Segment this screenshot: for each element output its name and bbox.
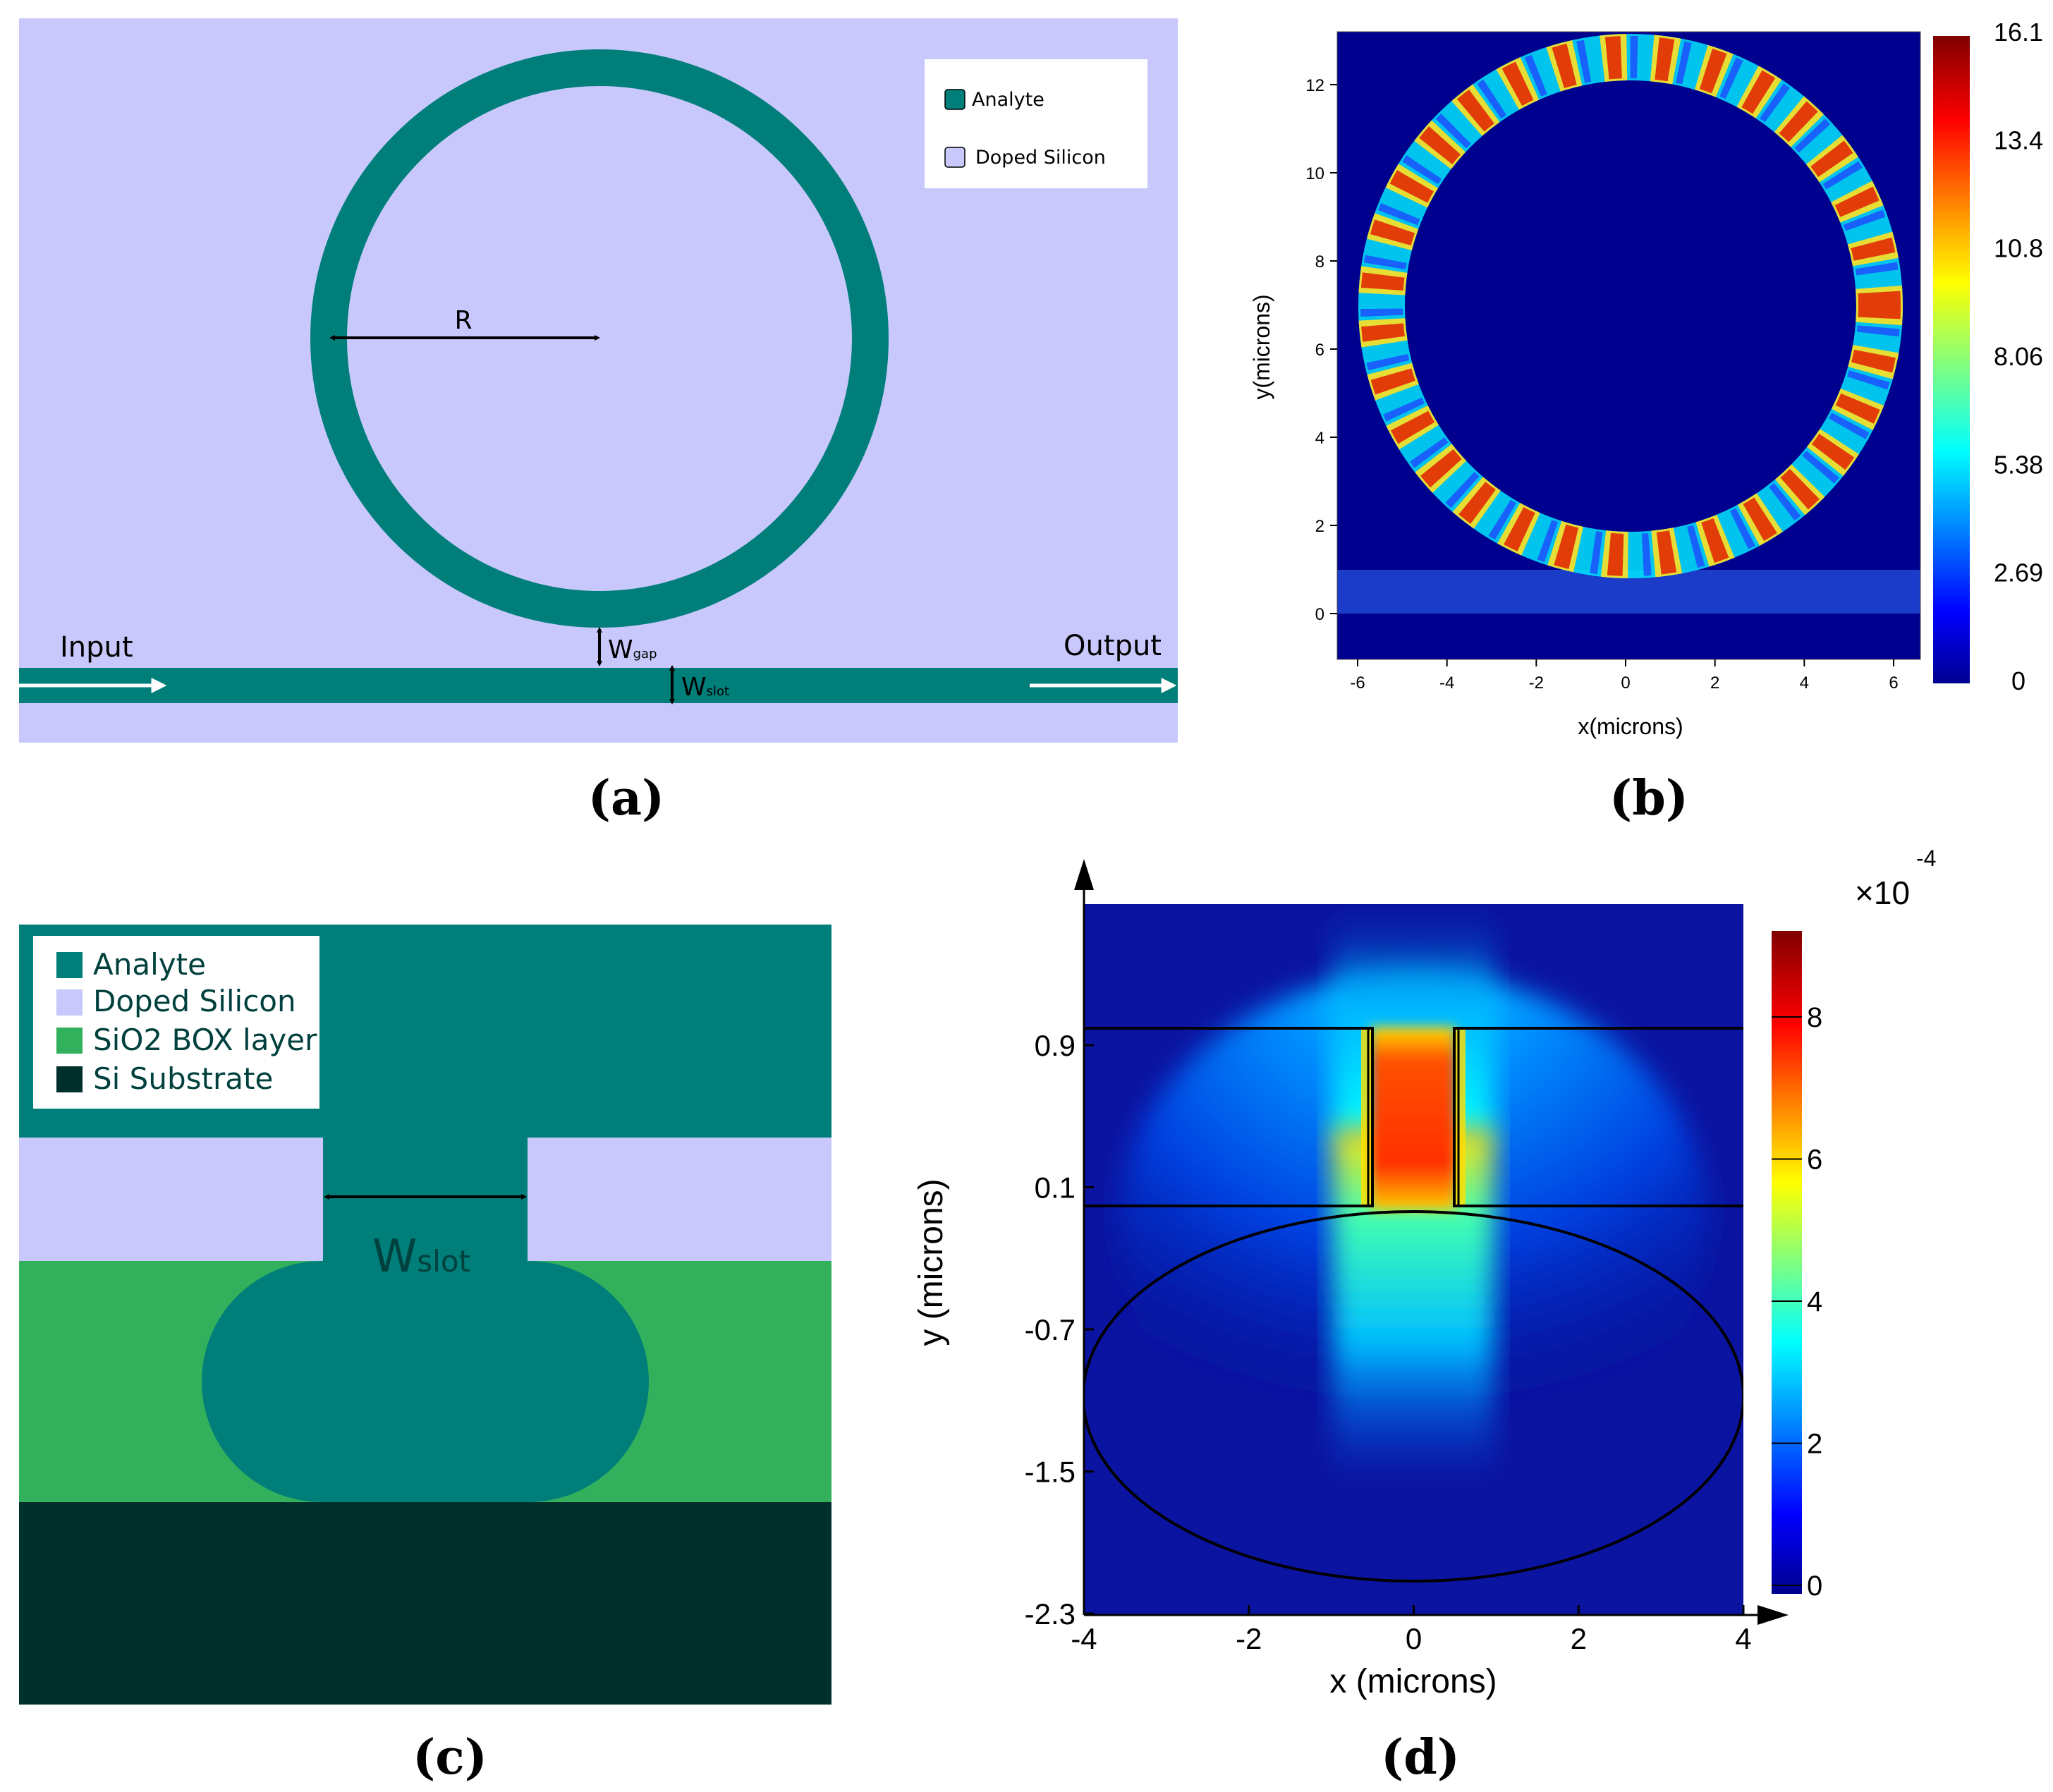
input-label: Input bbox=[60, 631, 133, 664]
y-axis-arrow bbox=[1074, 859, 1094, 890]
ytick-label-d: 0.1 bbox=[1035, 1171, 1076, 1205]
legend-swatch-substrate bbox=[56, 1066, 83, 1092]
colorbar-exponent-d: -4 bbox=[1916, 846, 1936, 871]
xtick-label-d: 2 bbox=[1571, 1622, 1587, 1655]
colorbar-label-d: 0 bbox=[1807, 1571, 1822, 1602]
ytick-label-b: 10 bbox=[1305, 164, 1324, 183]
panel-a: R Wgap Wslot Input Output Analyte Doped … bbox=[19, 18, 1178, 827]
panel-b: -6 -4 -2 0 2 4 6 0 2 4 6 8 10 12 x(microns) y(microns… bbox=[1249, 18, 2043, 827]
output-label: Output bbox=[1064, 630, 1162, 662]
ytick-label-d: 0.9 bbox=[1035, 1029, 1076, 1062]
legend-swatch-doped-silicon bbox=[944, 147, 965, 168]
xlabel-d: x (microns) bbox=[1329, 1663, 1497, 1700]
legend-label-sio2: SiO2 BOX layer bbox=[93, 1023, 317, 1057]
colorbar-label-b: 5.38 bbox=[1994, 450, 2043, 479]
colorbar-label-d: 8 bbox=[1807, 1002, 1822, 1033]
colorbar-label-b: 13.4 bbox=[1994, 126, 2043, 154]
ytick-label-b: 12 bbox=[1305, 76, 1324, 95]
colorbar-label-d: 4 bbox=[1807, 1286, 1822, 1317]
ytick-label-d: -2.3 bbox=[1025, 1597, 1076, 1631]
radius-label: R bbox=[454, 306, 472, 335]
caption-d: (d) bbox=[1381, 1729, 1460, 1786]
legend-label-doped-silicon: Doped Silicon bbox=[975, 147, 1106, 169]
x-axis-arrow bbox=[1757, 1605, 1789, 1625]
ylabel-d: y (microns) bbox=[913, 1178, 950, 1346]
panel-d: -4 -2 0 2 4 0.9 0.1 -0.7 -1.5 -2.3 x (microns) y … bbox=[913, 846, 1936, 1786]
legend-label-doped-silicon: Doped Silicon bbox=[93, 984, 296, 1018]
xtick-label-b: -2 bbox=[1529, 673, 1544, 693]
axes-b: -6 -4 -2 0 2 4 6 0 2 4 6 8 10 12 bbox=[1305, 76, 1898, 693]
slot-field-hotspot bbox=[1371, 1027, 1456, 1210]
xtick-label-d: 0 bbox=[1406, 1622, 1422, 1655]
ytick-label-b: 8 bbox=[1315, 252, 1324, 272]
ring-resonator bbox=[310, 49, 889, 628]
xtick-label-b: 0 bbox=[1621, 673, 1630, 693]
ytick-label-b: 2 bbox=[1315, 517, 1324, 536]
slot-width-label: Wslot bbox=[372, 1231, 470, 1283]
legend-label-substrate: Si Substrate bbox=[93, 1061, 273, 1096]
xtick-label-b: 2 bbox=[1710, 673, 1719, 693]
colorbar-ticks-b: 16.1 13.4 10.8 8.06 5.38 2.69 0 bbox=[1994, 18, 2043, 695]
bus-waveguide bbox=[19, 668, 1178, 703]
legend-a: Analyte Doped Silicon bbox=[925, 59, 1147, 188]
colorbar-scale-d: ×10 bbox=[1855, 874, 1910, 911]
slot-channel bbox=[323, 1132, 528, 1273]
xtick-label-b: -6 bbox=[1350, 673, 1365, 693]
xtick-label-d: -4 bbox=[1071, 1622, 1097, 1655]
colorbar-d bbox=[1772, 931, 1802, 1594]
panel-c: Wslot Analyte Doped Silicon SiO2 BOX lay… bbox=[19, 925, 831, 1786]
ytick-label-d: -0.7 bbox=[1025, 1313, 1076, 1346]
legend-label-analyte: Analyte bbox=[972, 89, 1044, 111]
colorbar-label-b: 0 bbox=[2011, 666, 2025, 695]
ytick-label-d: -1.5 bbox=[1025, 1456, 1076, 1489]
axes-d: -4 -2 0 2 4 0.9 0.1 -0.7 -1.5 -2.3 bbox=[1025, 1029, 1752, 1655]
ylabel-b: y(microns) bbox=[1249, 294, 1274, 399]
colorbar-label-b: 16.1 bbox=[1994, 18, 2043, 47]
colorbar-label-b: 2.69 bbox=[1994, 559, 2043, 587]
xtick-label-b: 4 bbox=[1800, 673, 1809, 693]
colorbar-label-b: 10.8 bbox=[1994, 234, 2043, 263]
xlabel-b: x(microns) bbox=[1578, 714, 1683, 739]
ytick-label-b: 0 bbox=[1315, 605, 1324, 624]
legend-label-analyte: Analyte bbox=[93, 947, 206, 982]
structure-outline bbox=[1084, 1027, 1743, 1583]
xtick-label-b: 6 bbox=[1889, 673, 1898, 693]
caption-a: (a) bbox=[588, 770, 664, 827]
legend-swatch-sio2 bbox=[56, 1028, 83, 1054]
colorbar-label-d: 6 bbox=[1807, 1145, 1822, 1176]
legend-c: Analyte Doped Silicon SiO2 BOX layer Si … bbox=[33, 936, 319, 1109]
ytick-label-b: 4 bbox=[1315, 429, 1324, 448]
si-substrate bbox=[19, 1502, 831, 1705]
legend-swatch-analyte bbox=[944, 89, 965, 110]
colorbar-label-d: 2 bbox=[1807, 1429, 1822, 1460]
xtick-label-d: 4 bbox=[1735, 1622, 1751, 1655]
ring-field-red bbox=[1360, 36, 1901, 576]
colorbar-ticks-d: 8 6 4 2 0 bbox=[1772, 1002, 1822, 1602]
xtick-label-d: -2 bbox=[1236, 1622, 1262, 1655]
colorbar-label-b: 8.06 bbox=[1994, 342, 2043, 371]
xtick-label-b: -4 bbox=[1439, 673, 1454, 693]
gap-label: Wgap bbox=[608, 635, 657, 664]
colorbar-b bbox=[1933, 36, 1970, 683]
legend-swatch-doped-silicon bbox=[56, 989, 83, 1016]
legend-box bbox=[925, 59, 1147, 188]
caption-b: (b) bbox=[1609, 770, 1688, 827]
undercut-cavity bbox=[202, 1261, 649, 1502]
ytick-label-b: 6 bbox=[1315, 341, 1324, 360]
caption-c: (c) bbox=[413, 1729, 487, 1786]
slot-label: Wslot bbox=[681, 673, 729, 702]
legend-swatch-analyte bbox=[56, 952, 83, 978]
